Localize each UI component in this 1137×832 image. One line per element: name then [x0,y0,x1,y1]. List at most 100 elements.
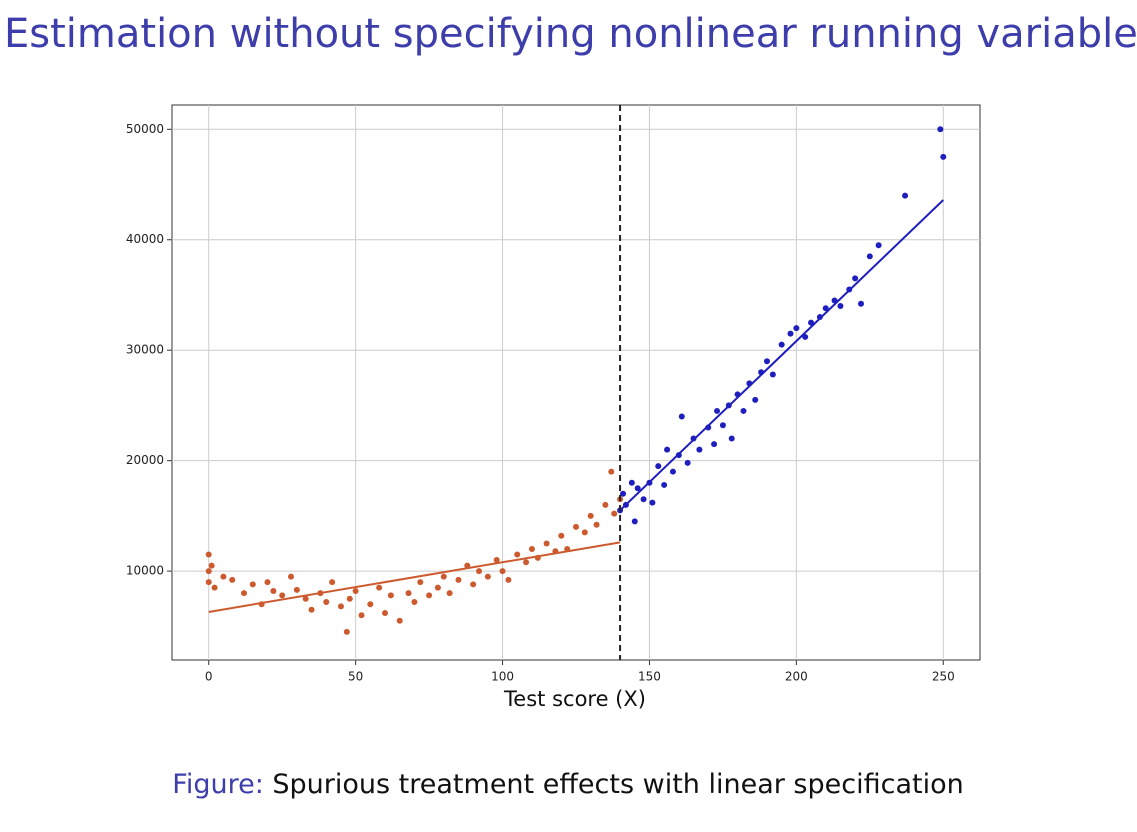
point [493,557,500,564]
point [211,584,218,591]
point [940,153,947,160]
x-axis-label: Test score (X) [503,687,646,711]
point [523,559,530,566]
point [902,192,909,199]
point [587,512,594,519]
point [329,579,336,586]
point [611,510,618,517]
point [822,305,829,312]
point [499,568,506,575]
point [302,595,309,602]
point [323,599,330,606]
point [631,518,638,525]
point [664,446,671,453]
y-tick-label: 40000 [126,232,164,246]
point [270,587,277,594]
point [778,341,785,348]
point [802,333,809,340]
point [661,481,668,488]
point [852,275,859,282]
point [714,407,721,414]
point [620,490,627,497]
point [358,612,365,619]
caption-text: Spurious treatment effects with linear s… [272,769,963,800]
point [376,584,383,591]
point [205,579,212,586]
point [287,573,294,580]
point [417,579,424,586]
point [711,441,718,448]
x-tick-label: 100 [491,670,514,684]
point [543,540,550,547]
point [346,595,353,602]
point [740,407,747,414]
point [426,592,433,599]
point [446,590,453,597]
point [655,463,662,470]
point [505,576,512,583]
point [382,610,389,617]
point [628,479,635,486]
x-tick-label: 250 [932,670,955,684]
caption: Figure: Spurious treatment effects with … [172,769,963,800]
point [476,568,483,575]
caption-prefix: Figure: [172,769,264,800]
point [837,303,844,310]
point [205,568,212,575]
point [240,590,247,597]
point [684,459,691,466]
point [308,606,315,613]
point [678,413,685,420]
point [558,532,565,539]
point [649,499,656,506]
point [514,551,521,558]
point [808,319,815,326]
point [455,576,462,583]
point [669,468,676,475]
point [608,468,615,475]
point [581,529,588,536]
point [264,579,271,586]
point [634,485,641,492]
point [205,551,212,558]
point [769,371,776,378]
point [484,573,491,580]
point [434,584,441,591]
point [229,576,236,583]
x-tick-label: 50 [348,670,363,684]
point [293,586,300,593]
point [752,396,759,403]
plot-frame [171,104,981,661]
point [696,446,703,453]
y-tick-label: 50000 [126,122,164,136]
fit-line [208,541,621,613]
point [220,573,227,580]
y-tick-label: 20000 [126,453,164,467]
point [470,581,477,588]
point [875,242,882,249]
slide-title: Estimation without specifying nonlinear … [4,11,1137,57]
point [249,581,256,588]
y-tick-label: 10000 [126,564,164,578]
point [528,546,535,552]
y-tick-label: 30000 [126,343,164,357]
point [793,325,800,332]
point [367,601,374,608]
point [728,435,735,442]
point [602,501,609,508]
x-tick-label: 200 [785,670,808,684]
point [337,603,344,610]
point [593,521,600,528]
point [208,562,215,569]
x-tick-label: 150 [638,670,661,684]
point [858,300,865,307]
point [866,253,873,260]
point [640,496,647,503]
point [387,592,394,599]
fit-line [619,199,944,512]
point [763,358,770,365]
point [396,617,403,624]
point [352,587,359,594]
point [719,422,726,429]
